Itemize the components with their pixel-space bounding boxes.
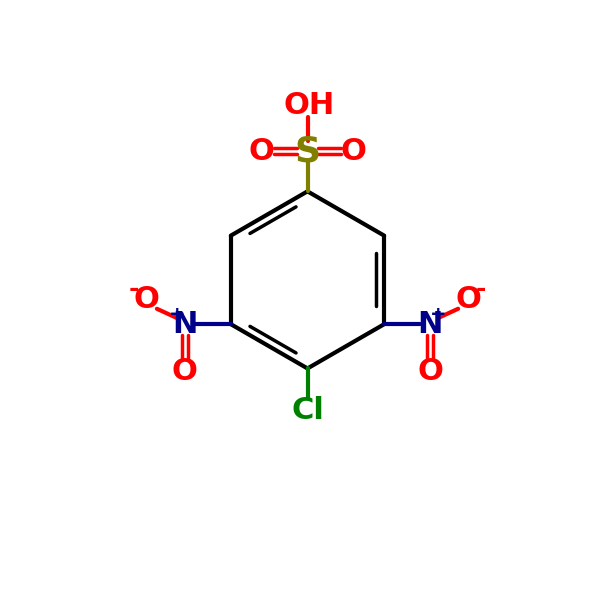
- Text: O: O: [418, 358, 443, 386]
- Text: -: -: [128, 277, 139, 301]
- Text: O: O: [172, 358, 197, 386]
- Text: O: O: [248, 137, 274, 166]
- Text: Cl: Cl: [291, 396, 324, 425]
- Text: N: N: [172, 310, 197, 338]
- Text: OH: OH: [283, 91, 335, 119]
- Text: N: N: [418, 310, 443, 338]
- Text: O: O: [341, 137, 367, 166]
- Text: O: O: [456, 285, 482, 314]
- Text: S: S: [295, 134, 320, 169]
- Text: +: +: [430, 305, 446, 325]
- Text: +: +: [169, 305, 185, 325]
- Text: O: O: [133, 285, 159, 314]
- Text: -: -: [476, 277, 487, 301]
